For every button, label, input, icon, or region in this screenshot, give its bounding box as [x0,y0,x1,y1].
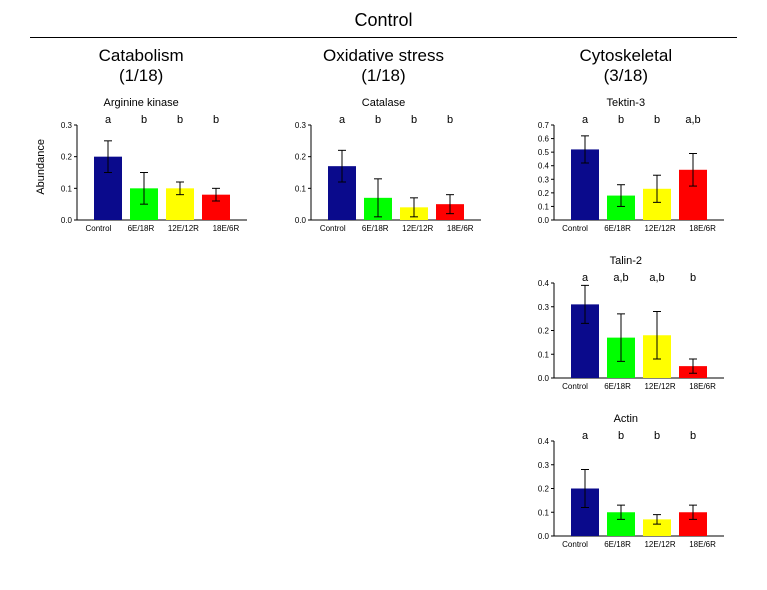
x-tick-label: 12E/12R [397,224,439,233]
svg-text:b: b [690,430,696,442]
svg-text:0.6: 0.6 [538,134,550,143]
chart-title: Catalase [362,97,405,109]
x-tick-label: 6E/18R [120,224,162,233]
svg-text:0.1: 0.1 [538,508,550,517]
svg-text:0.3: 0.3 [295,121,307,130]
svg-text:0.5: 0.5 [538,148,550,157]
x-tick-label: 12E/12R [639,224,681,233]
x-tick-label: 12E/12R [639,382,681,391]
svg-text:b: b [213,114,219,126]
chart-title: Talin-2 [610,255,642,267]
bar-chart: 0.0 0.1 0.2 0.3 a b b b [285,111,481,224]
svg-text:b: b [141,114,147,126]
x-axis-labels: Control6E/18R12E/12R18E/6R [528,224,724,233]
x-tick-label: 18E/6R [439,224,481,233]
chart-title: Arginine kinase [104,97,179,109]
svg-text:0.4: 0.4 [538,437,550,446]
svg-text:a: a [105,114,112,126]
bar-chart: 0.0 0.1 0.2 0.3 0.4 a a,b a,b b [528,269,724,382]
x-tick-label: 6E/18R [354,224,396,233]
svg-text:b: b [447,114,453,126]
svg-text:0.2: 0.2 [538,189,550,198]
svg-text:b: b [618,430,624,442]
x-tick-label: 18E/6R [682,540,724,549]
svg-text:b: b [177,114,183,126]
chart-title: Tektin-3 [607,97,646,109]
bar-chart: 0.0 0.1 0.2 0.3 0.4 0.5 0.6 0.7 a b b a,b [528,111,724,224]
x-axis-labels: Control6E/18R12E/12R18E/6R [528,382,724,391]
x-tick-label: 6E/18R [597,540,639,549]
svg-text:0.0: 0.0 [295,216,307,224]
svg-text:a,b: a,b [613,272,628,284]
chart-block: Talin-2 0.0 0.1 0.2 0.3 0.4 a a,b a,b b Control6E/… [528,255,724,391]
svg-text:b: b [618,114,624,126]
bar-chart: 0.0 0.1 0.2 0.3 a b b b [51,111,247,224]
svg-text:a: a [582,430,589,442]
x-tick-label: 6E/18R [597,224,639,233]
x-axis-labels: Control6E/18R12E/12R18E/6R [528,540,724,549]
x-tick-label: 18E/6R [682,382,724,391]
svg-text:0.1: 0.1 [61,184,73,193]
x-tick-label: 12E/12R [162,224,204,233]
svg-text:a: a [582,272,589,284]
x-axis-labels: Control6E/18R12E/12R18E/6R [285,224,481,233]
columns-container: Catabolism(1/18) Arginine kinase Abundance… [0,46,767,571]
svg-text:b: b [690,272,696,284]
svg-text:0.0: 0.0 [538,532,550,540]
chart-block: Arginine kinase Abundance 0.0 0.1 0.2 0.3 a b b b… [35,97,247,233]
svg-text:0.4: 0.4 [538,279,550,288]
x-tick-label: 6E/18R [597,382,639,391]
svg-text:0.0: 0.0 [61,216,73,224]
x-tick-label: Control [554,382,596,391]
svg-text:0.1: 0.1 [538,350,550,359]
svg-text:0.0: 0.0 [538,216,550,224]
column-heading: Catabolism(1/18) [99,46,184,87]
svg-text:0.0: 0.0 [538,374,550,382]
svg-text:0.3: 0.3 [538,461,550,470]
chart-block: Actin 0.0 0.1 0.2 0.3 0.4 a b b b Control6E/18R12E… [528,413,724,549]
x-tick-label: Control [77,224,119,233]
chart-block: Tektin-3 0.0 0.1 0.2 0.3 0.4 0.5 0.6 0.7 a b b a,b Co… [528,97,724,233]
svg-text:0.3: 0.3 [61,121,73,130]
svg-text:a,b: a,b [685,114,700,126]
y-axis-label: Abundance [35,139,47,195]
svg-text:a: a [582,114,589,126]
svg-text:0.3: 0.3 [538,303,550,312]
x-tick-label: 18E/6R [205,224,247,233]
column-heading: Oxidative stress(1/18) [323,46,444,87]
svg-text:0.2: 0.2 [538,484,550,493]
svg-text:0.1: 0.1 [295,184,307,193]
svg-text:0.2: 0.2 [295,152,307,161]
svg-text:0.3: 0.3 [538,175,550,184]
column: Catabolism(1/18) Arginine kinase Abundance… [26,46,256,571]
chart-title: Actin [614,413,638,425]
chart-block: Catalase 0.0 0.1 0.2 0.3 a b b b Control6E/18R12E… [285,97,481,233]
svg-text:a,b: a,b [649,272,664,284]
x-tick-label: 18E/6R [682,224,724,233]
header-rule [30,37,737,38]
svg-text:b: b [654,430,660,442]
column: Oxidative stress(1/18)Catalase0.00.10.20… [268,46,498,571]
x-tick-label: Control [554,540,596,549]
svg-text:0.2: 0.2 [538,326,550,335]
svg-text:b: b [411,114,417,126]
page-title: Control [0,0,767,37]
svg-text:0.2: 0.2 [61,152,73,161]
x-tick-label: Control [554,224,596,233]
bar-chart: 0.0 0.1 0.2 0.3 0.4 a b b b [528,427,724,540]
x-axis-labels: Control6E/18R12E/12R18E/6R [35,224,247,233]
svg-text:0.4: 0.4 [538,161,550,170]
x-tick-label: 12E/12R [639,540,681,549]
column-heading: Cytoskeletal(3/18) [580,46,673,87]
column: Cytoskeletal(3/18)Tektin-30.00.10.20.30.… [511,46,741,571]
svg-text:a: a [339,114,346,126]
svg-text:0.7: 0.7 [538,121,550,130]
svg-text:b: b [654,114,660,126]
svg-text:b: b [375,114,381,126]
x-tick-label: Control [312,224,354,233]
svg-text:0.1: 0.1 [538,202,550,211]
